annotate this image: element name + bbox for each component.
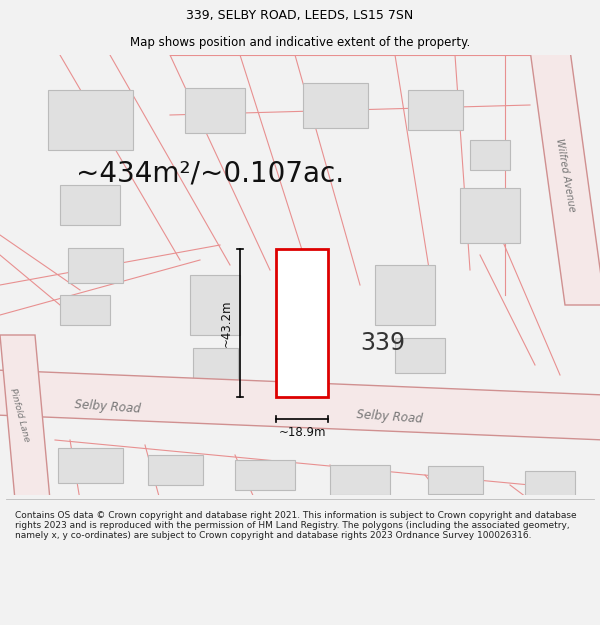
Bar xyxy=(276,249,328,397)
Bar xyxy=(193,348,238,382)
Bar xyxy=(470,140,510,170)
Polygon shape xyxy=(530,50,600,305)
Bar xyxy=(395,338,445,372)
Bar xyxy=(185,88,245,132)
Bar xyxy=(60,295,110,325)
Bar xyxy=(302,82,367,127)
Bar xyxy=(58,448,122,482)
Bar xyxy=(460,188,520,242)
Bar xyxy=(60,185,120,225)
Text: ~43.2m: ~43.2m xyxy=(220,299,233,347)
Bar xyxy=(190,275,240,335)
Text: Wilfred Avenue: Wilfred Avenue xyxy=(554,138,577,212)
Bar xyxy=(67,248,122,282)
Bar xyxy=(330,465,390,495)
Bar xyxy=(148,455,203,485)
Text: Selby Road: Selby Road xyxy=(356,408,424,426)
Text: 339, SELBY ROAD, LEEDS, LS15 7SN: 339, SELBY ROAD, LEEDS, LS15 7SN xyxy=(187,9,413,22)
Text: ~434m²/~0.107ac.: ~434m²/~0.107ac. xyxy=(76,159,344,187)
Bar xyxy=(525,471,575,496)
Bar xyxy=(235,460,295,490)
Bar xyxy=(427,466,482,494)
Bar xyxy=(375,265,435,325)
Text: Map shows position and indicative extent of the property.: Map shows position and indicative extent… xyxy=(130,36,470,49)
Text: 339: 339 xyxy=(361,331,406,355)
Text: ~18.9m: ~18.9m xyxy=(278,426,326,439)
Polygon shape xyxy=(0,335,50,500)
Bar xyxy=(47,90,133,150)
Text: Contains OS data © Crown copyright and database right 2021. This information is : Contains OS data © Crown copyright and d… xyxy=(15,511,577,541)
Bar xyxy=(407,90,463,130)
Text: Selby Road: Selby Road xyxy=(74,398,142,416)
Text: Pinfold Lane: Pinfold Lane xyxy=(8,388,31,442)
Polygon shape xyxy=(0,370,600,440)
